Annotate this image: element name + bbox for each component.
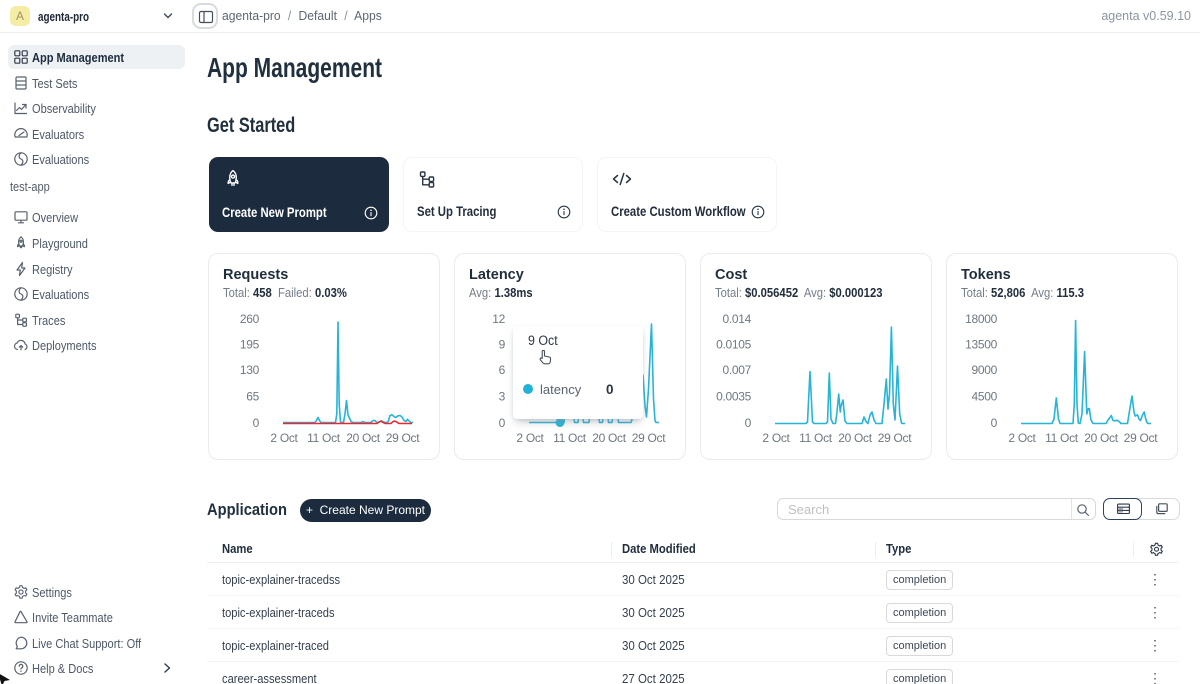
svg-text:2 Oct: 2 Oct [1008,431,1036,445]
svg-text:0: 0 [991,416,998,430]
svg-text:4500: 4500 [972,390,998,404]
svg-text:2 Oct: 2 Oct [762,431,790,445]
svg-text:13500: 13500 [965,338,997,352]
svg-text:6: 6 [499,363,506,377]
svg-text:3: 3 [499,390,506,404]
svg-text:11 Oct: 11 Oct [307,431,341,445]
svg-text:29 Oct: 29 Oct [386,431,421,445]
svg-text:11 Oct: 11 Oct [799,431,833,445]
svg-text:9: 9 [499,338,506,352]
svg-text:130: 130 [240,363,260,377]
svg-text:11 Oct: 11 Oct [553,431,587,445]
svg-text:20 Oct: 20 Oct [838,431,873,445]
svg-text:0.007: 0.007 [722,363,751,377]
svg-text:20 Oct: 20 Oct [592,431,627,445]
svg-text:195: 195 [240,338,260,352]
svg-text:0.0035: 0.0035 [716,390,752,404]
svg-text:20 Oct: 20 Oct [1084,431,1119,445]
svg-text:11 Oct: 11 Oct [1045,431,1079,445]
svg-text:0: 0 [499,416,506,430]
svg-text:29 Oct: 29 Oct [632,431,667,445]
svg-text:0: 0 [745,416,752,430]
svg-text:0.014: 0.014 [722,312,751,326]
svg-text:9000: 9000 [972,363,998,377]
svg-text:0: 0 [253,416,260,430]
svg-text:12: 12 [492,312,505,326]
svg-text:29 Oct: 29 Oct [878,431,913,445]
svg-text:2 Oct: 2 Oct [270,431,298,445]
svg-text:29 Oct: 29 Oct [1124,431,1159,445]
svg-text:20 Oct: 20 Oct [346,431,381,445]
svg-text:65: 65 [246,390,259,404]
svg-text:2 Oct: 2 Oct [516,431,544,445]
svg-text:260: 260 [240,312,260,326]
svg-text:0.0105: 0.0105 [716,338,752,352]
svg-text:18000: 18000 [965,312,997,326]
